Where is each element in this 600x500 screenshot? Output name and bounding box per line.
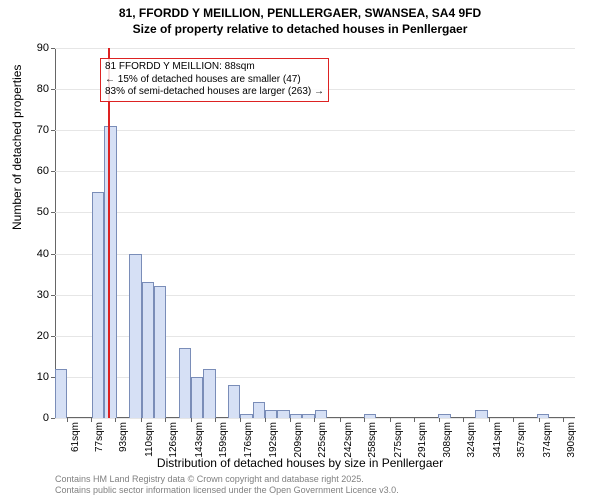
xtick-mark (563, 418, 564, 422)
histogram-bar (364, 414, 376, 418)
annotation-line3: 83% of semi-detached houses are larger (… (105, 86, 324, 99)
xtick-mark (314, 418, 315, 422)
footer-line2: Contains public sector information licen… (55, 485, 399, 496)
annotation-line1: 81 FFORDD Y MEILLION: 88sqm (105, 61, 324, 74)
xtick-mark (390, 418, 391, 422)
xtick-mark (91, 418, 92, 422)
histogram-bar (302, 414, 314, 418)
ytick-mark (51, 336, 55, 337)
xtick-mark (115, 418, 116, 422)
ytick-mark (51, 89, 55, 90)
xtick-mark (414, 418, 415, 422)
xtick-mark (290, 418, 291, 422)
histogram-bar (475, 410, 487, 418)
ytick-label: 10 (19, 371, 49, 383)
histogram-bar (228, 385, 240, 418)
histogram-bar (265, 410, 277, 418)
title-line2: Size of property relative to detached ho… (0, 22, 600, 38)
histogram-bar (203, 369, 215, 418)
xtick-mark (191, 418, 192, 422)
footer-line1: Contains HM Land Registry data © Crown c… (55, 474, 399, 485)
ytick-label: 30 (19, 289, 49, 301)
histogram-bar (129, 254, 141, 418)
ytick-mark (51, 130, 55, 131)
x-axis-label: Distribution of detached houses by size … (0, 456, 600, 470)
histogram-bar (240, 414, 252, 418)
ytick-label: 40 (19, 248, 49, 260)
xtick-mark (265, 418, 266, 422)
xtick-mark (215, 418, 216, 422)
ytick-label: 90 (19, 42, 49, 54)
xtick-mark (439, 418, 440, 422)
gridline (55, 130, 575, 131)
xtick-mark (489, 418, 490, 422)
xtick-mark (240, 418, 241, 422)
xtick-mark (513, 418, 514, 422)
histogram-bar (104, 126, 116, 418)
xtick-mark (463, 418, 464, 422)
histogram-bar (191, 377, 203, 418)
xtick-mark (165, 418, 166, 422)
ytick-label: 20 (19, 330, 49, 342)
ytick-mark (51, 171, 55, 172)
histogram-bar (290, 414, 302, 418)
histogram-bar (55, 369, 67, 418)
ytick-mark (51, 418, 55, 419)
y-axis (55, 48, 56, 418)
ytick-mark (51, 48, 55, 49)
gridline (55, 48, 575, 49)
ytick-label: 70 (19, 124, 49, 136)
histogram-bar (277, 410, 289, 418)
title-line1: 81, FFORDD Y MEILLION, PENLLERGAER, SWAN… (0, 6, 600, 22)
gridline (55, 212, 575, 213)
histogram-bar (154, 286, 166, 418)
chart-plot-area: 010203040506070809061sqm77sqm93sqm110sqm… (55, 48, 575, 418)
footer-attribution: Contains HM Land Registry data © Crown c… (55, 474, 399, 496)
plot: 010203040506070809061sqm77sqm93sqm110sqm… (55, 48, 575, 418)
marker-line (108, 48, 110, 418)
xtick-mark (141, 418, 142, 422)
xtick-mark (67, 418, 68, 422)
histogram-bar (315, 410, 327, 418)
annotation-box: 81 FFORDD Y MEILLION: 88sqm← 15% of deta… (100, 58, 329, 102)
chart-title: 81, FFORDD Y MEILLION, PENLLERGAER, SWAN… (0, 0, 600, 37)
histogram-bar (92, 192, 104, 418)
xtick-mark (539, 418, 540, 422)
ytick-label: 60 (19, 165, 49, 177)
ytick-mark (51, 295, 55, 296)
annotation-line2: ← 15% of detached houses are smaller (47… (105, 74, 324, 87)
histogram-bar (179, 348, 191, 418)
ytick-mark (51, 254, 55, 255)
gridline (55, 171, 575, 172)
xtick-mark (364, 418, 365, 422)
ytick-label: 80 (19, 83, 49, 95)
ytick-mark (51, 212, 55, 213)
ytick-label: 0 (19, 412, 49, 424)
xtick-mark (340, 418, 341, 422)
histogram-bar (142, 282, 154, 418)
ytick-label: 50 (19, 206, 49, 218)
histogram-bar (253, 402, 265, 418)
